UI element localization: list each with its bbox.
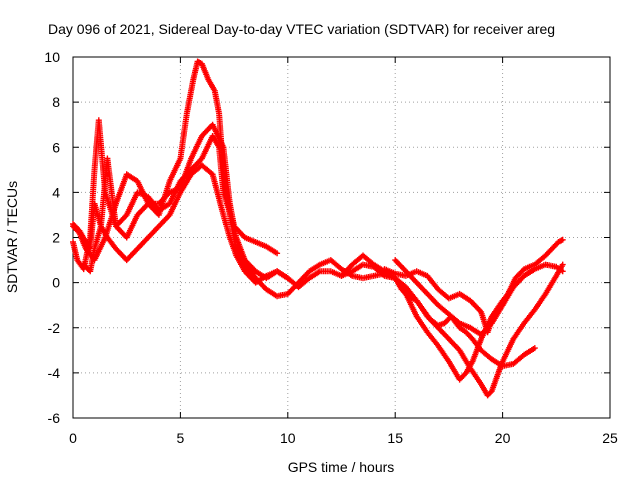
x-tick-label: 0 [69, 430, 77, 446]
series-markers [80, 162, 291, 286]
y-tick-label: 10 [44, 49, 60, 65]
data-points [70, 58, 566, 399]
y-tick-label: -2 [48, 320, 61, 336]
series-markers [70, 133, 281, 257]
series-markers [392, 257, 517, 338]
chart-title: Day 096 of 2021, Sidereal Day-to-day VTE… [48, 21, 555, 37]
data-series [70, 133, 281, 257]
data-series [80, 162, 291, 286]
y-tick-label: 8 [52, 94, 60, 110]
x-tick-label: 15 [387, 430, 403, 446]
y-tick-label: -4 [48, 365, 61, 381]
y-tick-label: 0 [52, 275, 60, 291]
y-axis-label: SDTVAR / TECUs [4, 181, 20, 293]
x-tick-label: 25 [602, 430, 618, 446]
x-tick-label: 5 [177, 430, 185, 446]
grid [73, 57, 610, 418]
y-tick-label: -6 [48, 410, 61, 426]
data-series [392, 257, 517, 338]
x-tick-label: 10 [280, 430, 296, 446]
x-tick-label: 20 [495, 430, 511, 446]
axis-ticks: 0 5 10 15 20 25 -6 -4 -2 0 2 4 6 8 10 [44, 49, 618, 446]
y-tick-label: 2 [52, 230, 60, 246]
y-tick-label: 6 [52, 139, 60, 155]
y-tick-label: 4 [52, 184, 60, 200]
x-axis-label: GPS time / hours [288, 459, 395, 475]
